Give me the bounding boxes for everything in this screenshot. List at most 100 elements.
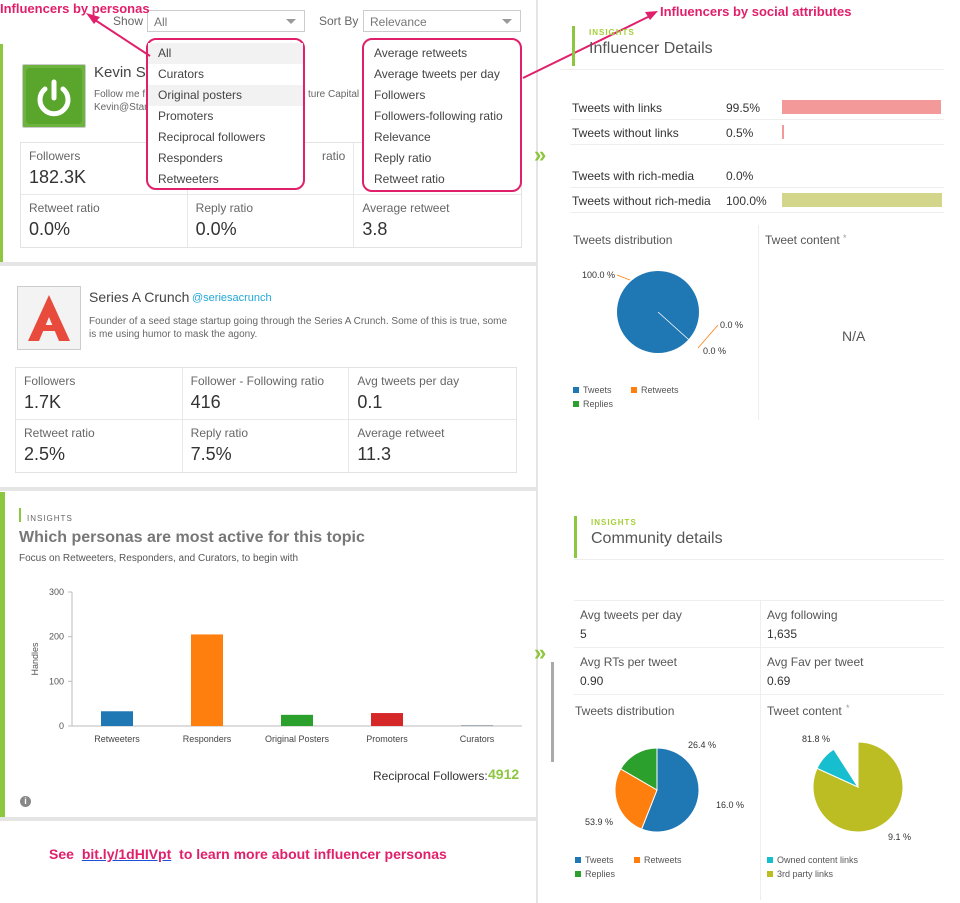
show-option[interactable]: Retweeters	[158, 172, 219, 186]
stat-label: Avg tweets per day	[357, 374, 460, 388]
stat-label: Average retweet	[362, 201, 450, 215]
pie-label: 100.0 %	[582, 270, 615, 280]
stat-label: Avg RTs per tweet	[580, 655, 677, 669]
stat-label: Retweet ratio	[24, 426, 95, 440]
stat-follower-following-ratio: Follower - Following ratio 416	[182, 368, 350, 420]
x-tick-label: Promoters	[366, 734, 408, 744]
stat-reply-ratio: Reply ratio 7.5%	[183, 420, 350, 472]
influencer-stats: Followers 1.7K Follower - Following ratio…	[15, 367, 517, 473]
metric-row: Tweets with rich-media 0.0%	[570, 163, 944, 188]
sort-option[interactable]: Relevance	[374, 130, 431, 144]
legend-swatch	[631, 387, 637, 393]
stat-label: Followers	[29, 149, 81, 163]
series-a-logo-icon	[28, 295, 70, 341]
scrollbar[interactable]	[551, 662, 554, 762]
pie-label: 16.0 %	[716, 800, 744, 810]
bar	[371, 713, 403, 726]
divider	[758, 225, 759, 420]
pie-label: 81.8 %	[802, 734, 830, 744]
legend-item: 3rd party links	[767, 869, 833, 879]
footer-annotation: See bit.ly/1dHIVpt to learn more about i…	[49, 846, 447, 862]
legend-swatch	[767, 871, 773, 877]
stat-average-retweet: Average retweet 3.8	[354, 195, 521, 247]
annotation-personas: Influencers by personas	[0, 1, 150, 16]
sort-option[interactable]: Average tweets per day	[374, 67, 500, 81]
stat-label: Avg tweets per day	[580, 608, 682, 622]
info-icon[interactable]: i	[20, 796, 31, 807]
persona-bar-chart: 0 100 200 300 Handles Retweeters Responders Ori…	[30, 587, 522, 744]
y-tick-label: 300	[49, 587, 64, 597]
metric-value: 99.5%	[726, 101, 761, 115]
community-stat: Avg following 1,635	[767, 608, 838, 641]
card-accent	[0, 44, 3, 262]
legend-item: Owned content links	[767, 855, 858, 865]
reciprocal-value: 4912	[488, 766, 520, 782]
stat-value: 182.3K	[29, 167, 87, 187]
influencer-bio: Follow me f	[94, 89, 146, 100]
content-na: N/A	[842, 328, 866, 344]
sort-option[interactable]: Followers	[374, 88, 426, 102]
chevron-right-icon[interactable]: »	[534, 640, 546, 665]
insight-title: Which personas are most active for this …	[19, 529, 365, 546]
community-stat: Avg tweets per day 5	[580, 608, 682, 641]
label-leader	[657, 311, 699, 349]
stat-average-retweet: Average retweet 11.3	[349, 420, 516, 472]
sort-option[interactable]: Reply ratio	[374, 151, 432, 165]
stat-label: Retweet ratio	[29, 201, 100, 215]
divider	[560, 69, 944, 70]
stat-value: 1,635	[767, 627, 798, 641]
legend-item: Replies	[575, 869, 615, 879]
stat-label: Average retweet	[357, 426, 445, 440]
sort-option[interactable]: Average retweets	[374, 46, 468, 60]
show-option[interactable]: Reciprocal followers	[158, 130, 266, 144]
stat-value: 0.0%	[195, 219, 237, 239]
avatar[interactable]	[17, 286, 81, 350]
pie-label: 9.1 %	[888, 832, 911, 842]
stat-ratio: ratio	[187, 143, 355, 195]
influencer-name[interactable]: Kevin St	[94, 64, 150, 81]
influencer-handle[interactable]: @seriesacrunch	[192, 292, 272, 304]
stat-value: 7.5%	[190, 444, 232, 464]
show-option[interactable]: Curators	[158, 67, 205, 81]
stat-value: 5	[580, 627, 587, 641]
pie-slice	[816, 748, 860, 789]
stat-value: 3.8	[362, 219, 388, 239]
avatar[interactable]	[22, 64, 86, 128]
card-separator	[0, 487, 538, 491]
divider	[574, 600, 944, 601]
show-option[interactable]: Responders	[158, 151, 223, 165]
power-icon	[26, 68, 82, 124]
sort-dropdown[interactable]: Average retweets Average tweets per day …	[362, 38, 522, 192]
show-dropdown[interactable]: All Curators Original posters Promoters …	[146, 38, 305, 190]
show-option[interactable]: All	[148, 43, 303, 64]
metric-bar	[782, 193, 942, 207]
sort-option[interactable]: Retweet ratio	[374, 172, 445, 186]
show-option[interactable]: Promoters	[158, 109, 214, 123]
influencer-name[interactable]: Series A Crunch	[89, 289, 190, 305]
footer-link[interactable]: bit.ly/1dHIVpt	[81, 846, 172, 862]
chevron-right-icon[interactable]: »	[534, 142, 546, 167]
stat-label: Avg Fav per tweet	[767, 655, 864, 669]
metric-row: Tweets without rich-media 100.0%	[570, 188, 944, 213]
section-title: Influencer Details	[589, 40, 713, 57]
insights-tag: INSIGHTS	[19, 508, 73, 523]
pie-label: 53.9 %	[585, 817, 613, 827]
annotation-arrows	[86, 11, 658, 79]
divider	[760, 600, 761, 900]
x-tick-label: Curators	[460, 734, 495, 744]
show-select[interactable]: All	[147, 10, 305, 32]
column-divider	[536, 0, 538, 903]
insight-subtitle: Focus on Retweeters, Responders, and Cur…	[19, 553, 299, 564]
legend-item: Tweets	[573, 385, 612, 395]
stat-avg-tweets: Avg tweets per day 0.1	[349, 368, 516, 420]
stat-value: 0.69	[767, 674, 791, 688]
community-stat: Avg Fav per tweet 0.69	[767, 655, 864, 688]
show-option[interactable]: Original posters	[148, 85, 303, 106]
footer-see: See	[49, 846, 74, 862]
stat-value: 0.90	[580, 674, 604, 688]
sort-select[interactable]: Relevance	[363, 10, 521, 32]
insights-label: INSIGHTS	[589, 28, 635, 37]
legend-label: Replies	[585, 869, 616, 879]
sort-option[interactable]: Followers-following ratio	[374, 109, 503, 123]
legend-item: Retweets	[634, 855, 682, 865]
